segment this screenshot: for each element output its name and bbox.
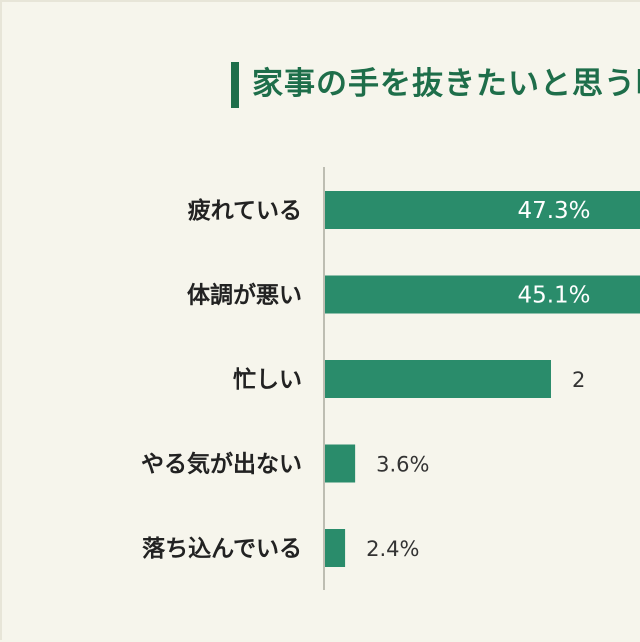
bar bbox=[325, 444, 356, 483]
value-label: 2.4% bbox=[366, 537, 419, 561]
bar bbox=[325, 275, 640, 314]
value-label: 3.6% bbox=[376, 453, 429, 477]
category-label: 落ち込んでいる bbox=[142, 536, 302, 562]
value-label: 45.1% bbox=[517, 283, 590, 309]
value-label: 2 bbox=[572, 368, 585, 392]
category-label: 体調が悪い bbox=[187, 282, 302, 309]
bar bbox=[325, 191, 640, 229]
title-accent-bar bbox=[231, 62, 239, 108]
category-label: 疲れている bbox=[188, 197, 302, 224]
chart-title: 家事の手を抜きたいと思う時 bbox=[252, 66, 640, 102]
category-label: やる気が出ない bbox=[141, 451, 302, 478]
bar bbox=[325, 360, 551, 398]
value-label: 47.3% bbox=[517, 198, 590, 224]
category-label: 忙しい bbox=[233, 366, 302, 393]
bar bbox=[325, 529, 346, 567]
